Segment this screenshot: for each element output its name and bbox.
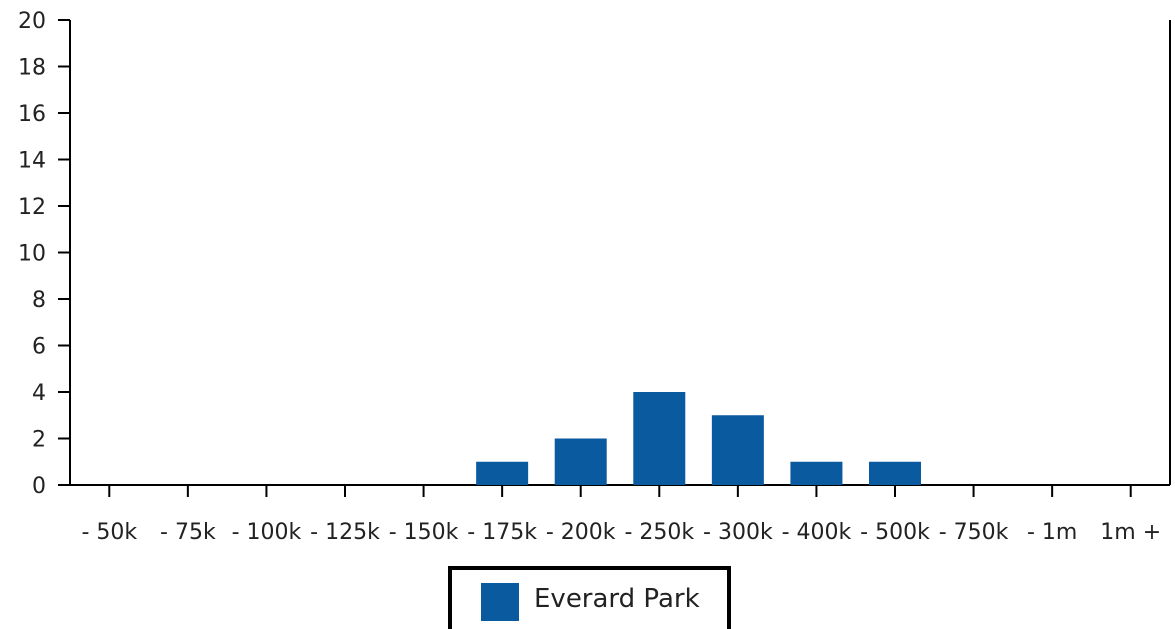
legend-label: Everard Park	[534, 584, 700, 614]
y-tick-label: 6	[32, 335, 46, 360]
x-tick-label: 1m +	[1100, 520, 1161, 545]
bar	[712, 415, 764, 485]
bars	[476, 392, 921, 485]
x-tick-label: - 125k	[310, 520, 380, 545]
x-axis: - 50k - 75k - 100k - 125k - 150k - 175k - 200k…	[70, 485, 1170, 545]
x-tick-label: - 400k	[782, 520, 852, 545]
x-tick-label: - 175k	[467, 520, 537, 545]
y-tick-label: 4	[32, 381, 46, 406]
legend: Everard Park	[448, 566, 731, 629]
bar	[869, 462, 921, 485]
y-tick-label: 12	[18, 195, 46, 220]
bar	[633, 392, 685, 485]
x-tick-label: - 75k	[160, 520, 216, 545]
bar	[476, 462, 528, 485]
x-tick-label: - 100k	[232, 520, 302, 545]
y-tick-label: 0	[32, 474, 46, 499]
x-tick-label: - 250k	[624, 520, 694, 545]
x-tick-label: - 1m	[1027, 520, 1077, 545]
y-tick-label: 14	[18, 149, 46, 174]
y-tick-label: 10	[18, 242, 46, 267]
y-tick-label: 8	[32, 288, 46, 313]
legend-swatch	[481, 583, 519, 621]
bar	[790, 462, 842, 485]
y-tick-label: 16	[18, 102, 46, 127]
bar-chart: 0 2 4 6 8 10 12 14 16 18 20 - 50k - 75k - 100k - 125k…	[0, 0, 1175, 560]
x-tick-label: - 750k	[939, 520, 1009, 545]
x-tick-label: - 200k	[546, 520, 616, 545]
x-tick-label: - 500k	[860, 520, 930, 545]
y-tick-label: 18	[18, 56, 46, 81]
bar	[555, 439, 607, 486]
x-tick-label: - 300k	[703, 520, 773, 545]
y-tick-label: 20	[18, 9, 46, 34]
x-tick-label: - 50k	[81, 520, 137, 545]
y-axis: 0 2 4 6 8 10 12 14 16 18 20	[18, 9, 70, 499]
y-tick-label: 2	[32, 428, 46, 453]
x-tick-label: - 150k	[389, 520, 459, 545]
